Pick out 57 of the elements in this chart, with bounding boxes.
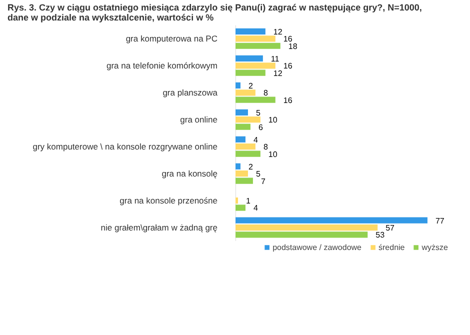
bar	[236, 96, 276, 103]
data-label: 12	[273, 68, 283, 78]
bar	[236, 116, 260, 123]
data-label: 10	[268, 116, 278, 125]
data-label: 7	[260, 176, 266, 186]
data-label: 2	[248, 162, 254, 172]
data-label: 77	[435, 216, 445, 226]
data-label: 2	[248, 81, 254, 90]
y-tick-label: gra na konsole przenośne	[120, 196, 218, 206]
data-label: 5	[256, 108, 261, 118]
data-label: 1	[246, 196, 251, 206]
data-label: 8	[263, 88, 268, 98]
bar	[236, 217, 428, 224]
y-tick-label: gra na telefonie komórkowym	[106, 60, 218, 71]
bar	[236, 36, 276, 42]
legend-label: średnie	[378, 242, 405, 252]
bar	[236, 28, 266, 35]
legend-label: podstawowe / zawodowe	[272, 242, 362, 252]
data-label: 11	[270, 54, 280, 64]
data-label: 10	[268, 150, 278, 159]
y-tick-label: gry komputerowe \ na konsole rozgrywane online	[32, 142, 218, 152]
bar	[236, 136, 246, 142]
data-label: 18	[288, 42, 298, 51]
bar	[236, 170, 248, 177]
bar	[236, 109, 248, 116]
chart-title: Rys. 3. Czy w ciągu ostatniego miesiąca zdarzylo się Panu(i) zagrać w następujące gry?, N=1000, dane w podziale na wyksztalcenie, wartości w %	[8, 2, 422, 22]
y-tick-label: gra na konsolę	[162, 168, 218, 179]
data-label: 5	[256, 170, 261, 179]
bar	[236, 150, 260, 157]
bar	[236, 224, 378, 231]
y-tick-label: gra planszowa	[162, 88, 218, 98]
y-tick-label: gra komputerowa na PC	[126, 34, 218, 44]
legend-label: wyższe	[422, 242, 448, 252]
bar	[236, 82, 240, 89]
bar	[236, 70, 266, 76]
bar	[236, 62, 276, 69]
bar	[236, 232, 368, 238]
data-label: 12	[273, 27, 283, 36]
data-label: 53	[376, 230, 386, 240]
bar	[236, 90, 256, 96]
data-label: 4	[253, 135, 258, 144]
bar	[236, 163, 240, 170]
y-tick-label: nie grałem\grałam w żadną grę	[100, 222, 218, 233]
data-label: 57	[386, 224, 396, 233]
data-label: 16	[283, 62, 293, 71]
bar	[236, 124, 250, 130]
bar	[236, 178, 253, 184]
bar	[236, 144, 256, 150]
data-label: 8	[263, 142, 268, 152]
data-label: 6	[258, 122, 264, 132]
data-label: 16	[283, 34, 293, 44]
bar	[236, 42, 280, 49]
y-tick-label: gra online	[180, 114, 218, 125]
data-label: 16	[283, 96, 293, 105]
data-label: 4	[253, 204, 258, 213]
bar	[236, 55, 263, 62]
bar	[236, 204, 246, 211]
